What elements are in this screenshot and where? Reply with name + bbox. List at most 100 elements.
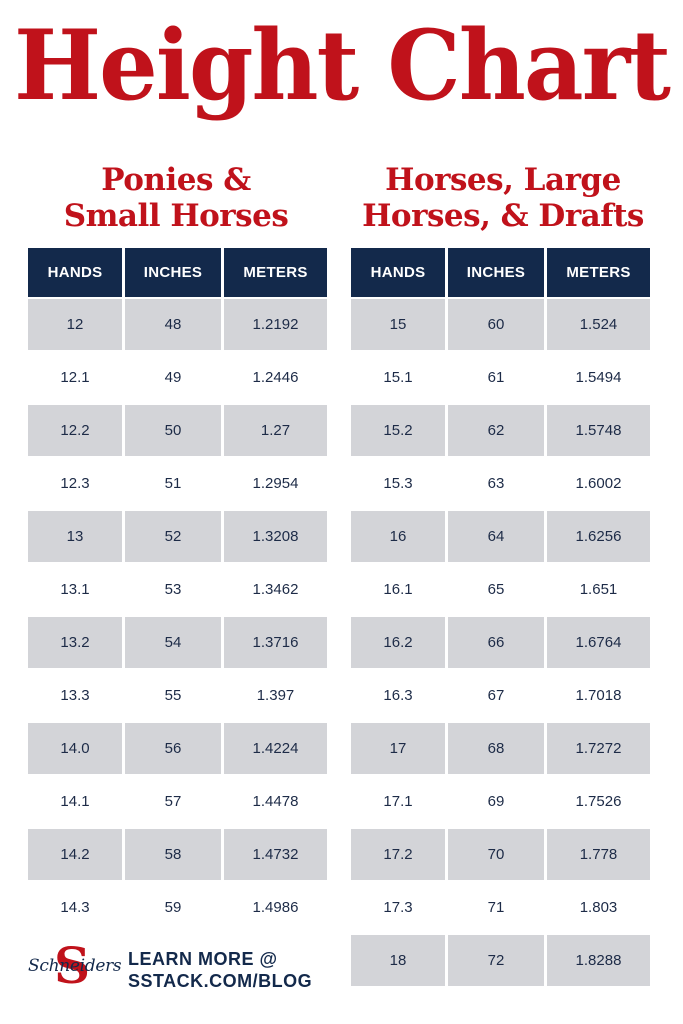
table-cell: 17.3 <box>351 882 445 935</box>
table-cell: 17 <box>351 723 445 776</box>
table-cell: 15 <box>351 299 445 352</box>
table-cell: 1.4478 <box>224 776 327 829</box>
table-header-row: HANDS INCHES METERS <box>28 248 327 299</box>
section-title-horses: Horses, Large Horses, & Drafts <box>351 162 655 234</box>
table-cell: 1.7018 <box>547 670 650 723</box>
table-header-row: HANDS INCHES METERS <box>351 248 650 299</box>
table-cell: 1.7526 <box>547 776 650 829</box>
table-row: 15 60 1.524 <box>351 299 650 352</box>
table-row: 17.3 71 1.803 <box>351 882 650 935</box>
table-row: 18 72 1.8288 <box>351 935 650 988</box>
column-header: INCHES <box>125 248 221 299</box>
table-row: 14.1 57 1.4478 <box>28 776 327 829</box>
table-cell: 17.2 <box>351 829 445 882</box>
table-cell: 1.2446 <box>224 352 327 405</box>
column-header: METERS <box>224 248 327 299</box>
column-header: HANDS <box>28 248 122 299</box>
table-cell: 12.3 <box>28 458 122 511</box>
table-cell: 59 <box>125 882 221 935</box>
table-cell: 1.6764 <box>547 617 650 670</box>
section-title-line: Small Horses <box>63 198 289 234</box>
table-cell: 72 <box>448 935 544 988</box>
table-cell: 15.1 <box>351 352 445 405</box>
table-cell: 12 <box>28 299 122 352</box>
table-row: 16 64 1.6256 <box>351 511 650 564</box>
table-row: 17 68 1.7272 <box>351 723 650 776</box>
table-row: 13.1 53 1.3462 <box>28 564 327 617</box>
table-cell: 13.1 <box>28 564 122 617</box>
table-cell: 50 <box>125 405 221 458</box>
table-cell: 67 <box>448 670 544 723</box>
height-table-ponies: HANDS INCHES METERS 12 48 1.2192 12.1 49 1.2446 1… <box>28 248 327 935</box>
table-cell: 16.2 <box>351 617 445 670</box>
table-cell: 14.3 <box>28 882 122 935</box>
table-cell: 71 <box>448 882 544 935</box>
table-cell: 14.0 <box>28 723 122 776</box>
table-row: 16.3 67 1.7018 <box>351 670 650 723</box>
table-cell: 1.6256 <box>547 511 650 564</box>
table-cell: 1.6002 <box>547 458 650 511</box>
table-cell: 60 <box>448 299 544 352</box>
table-row: 12.1 49 1.2446 <box>28 352 327 405</box>
table-cell: 1.3208 <box>224 511 327 564</box>
table-cell: 13.2 <box>28 617 122 670</box>
table-row: 15.3 63 1.6002 <box>351 458 650 511</box>
table-cell: 1.4224 <box>224 723 327 776</box>
table-cell: 13.3 <box>28 670 122 723</box>
table-row: 17.1 69 1.7526 <box>351 776 650 829</box>
table-cell: 1.651 <box>547 564 650 617</box>
table-row: 15.2 62 1.5748 <box>351 405 650 458</box>
table-cell: 70 <box>448 829 544 882</box>
column-header: INCHES <box>448 248 544 299</box>
table-row: 12 48 1.2192 <box>28 299 327 352</box>
table-cell: 13 <box>28 511 122 564</box>
table-cell: 1.2192 <box>224 299 327 352</box>
table-cell: 49 <box>125 352 221 405</box>
table-cell: 1.803 <box>547 882 650 935</box>
table-cell: 1.524 <box>547 299 650 352</box>
column-header: METERS <box>547 248 650 299</box>
brand-logo: S Schneiders <box>28 936 122 995</box>
table-cell: 17.1 <box>351 776 445 829</box>
table-cell: 12.2 <box>28 405 122 458</box>
table-cell: 57 <box>125 776 221 829</box>
table-cell: 1.4732 <box>224 829 327 882</box>
cta-line-2: SSTACK.COM/BLOG <box>128 971 313 991</box>
section-title-line: Horses, Large <box>385 162 621 198</box>
table-cell: 1.4986 <box>224 882 327 935</box>
table-cell: 54 <box>125 617 221 670</box>
table-row: 13.3 55 1.397 <box>28 670 327 723</box>
table-cell: 1.2954 <box>224 458 327 511</box>
table-cell: 68 <box>448 723 544 776</box>
table-cell: 61 <box>448 352 544 405</box>
table-cell: 1.3716 <box>224 617 327 670</box>
table-cell: 1.3462 <box>224 564 327 617</box>
logo-script-text: Schneiders <box>28 956 122 976</box>
table-row: 14.0 56 1.4224 <box>28 723 327 776</box>
table-row: 16.2 66 1.6764 <box>351 617 650 670</box>
table-cell: 62 <box>448 405 544 458</box>
table-cell: 16.1 <box>351 564 445 617</box>
table-cell: 1.27 <box>224 405 327 458</box>
table-row: 12.2 50 1.27 <box>28 405 327 458</box>
column-header: HANDS <box>351 248 445 299</box>
table-cell: 65 <box>448 564 544 617</box>
logo-letter: S <box>54 936 91 995</box>
section-title-ponies: Ponies & Small Horses <box>28 162 324 234</box>
table-cell: 52 <box>125 511 221 564</box>
learn-more-link[interactable]: LEARN MORE @ SSTACK.COM/BLOG <box>128 948 312 992</box>
table-cell: 63 <box>448 458 544 511</box>
table-cell: 1.5748 <box>547 405 650 458</box>
section-title-line: Ponies & <box>101 162 251 198</box>
table-cell: 1.778 <box>547 829 650 882</box>
table-cell: 58 <box>125 829 221 882</box>
table-row: 12.3 51 1.2954 <box>28 458 327 511</box>
footer: S Schneiders LEARN MORE @ SSTACK.COM/BLO… <box>28 940 328 1000</box>
table-cell: 56 <box>125 723 221 776</box>
table-cell: 1.7272 <box>547 723 650 776</box>
table-cell: 51 <box>125 458 221 511</box>
table-row: 15.1 61 1.5494 <box>351 352 650 405</box>
page-title: Height Chart <box>14 9 671 122</box>
table-row: 13.2 54 1.3716 <box>28 617 327 670</box>
table-cell: 16 <box>351 511 445 564</box>
